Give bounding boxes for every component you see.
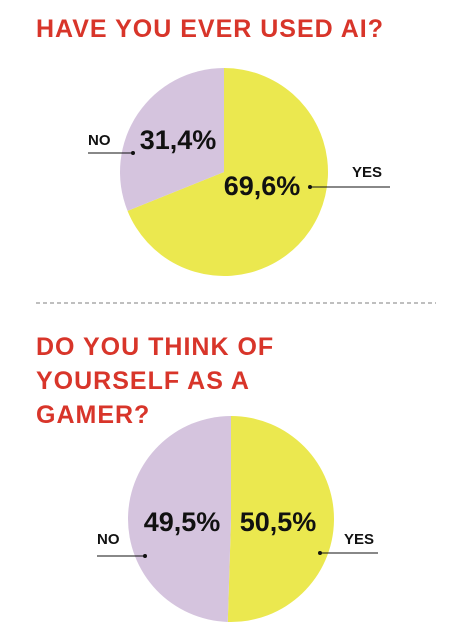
category-label: YES [352, 164, 382, 181]
value-label: 31,4% [140, 125, 217, 155]
category-label: NO [97, 531, 120, 548]
category-label: NO [88, 132, 111, 149]
leader-dot [143, 554, 147, 558]
leader-dot [308, 185, 312, 189]
value-label: 69,6% [224, 171, 301, 201]
pie-slice [227, 416, 335, 623]
value-label: 49,5% [144, 507, 221, 537]
leader-dot [318, 551, 322, 555]
pie-slice [120, 68, 224, 211]
pie-slice [128, 416, 231, 622]
leader-dot [131, 151, 135, 155]
pie-slice [127, 68, 329, 277]
chart-title: DO YOU THINK OF YOURSELF AS A GAMER? [36, 333, 275, 429]
category-label: YES [344, 531, 374, 548]
value-label: 50,5% [240, 507, 317, 537]
chart-title: HAVE YOU EVER USED AI? [36, 15, 384, 43]
